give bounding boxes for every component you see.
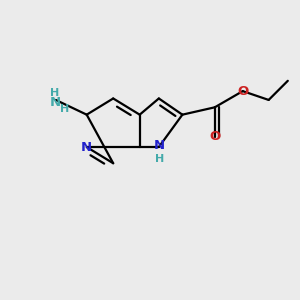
Text: H: H [50,88,59,98]
Text: H: H [155,154,164,164]
Text: O: O [237,85,248,98]
Text: N: N [81,141,92,154]
Text: H: H [60,104,69,114]
Text: N: N [50,96,61,110]
Text: O: O [209,130,220,143]
Text: N: N [153,139,164,152]
